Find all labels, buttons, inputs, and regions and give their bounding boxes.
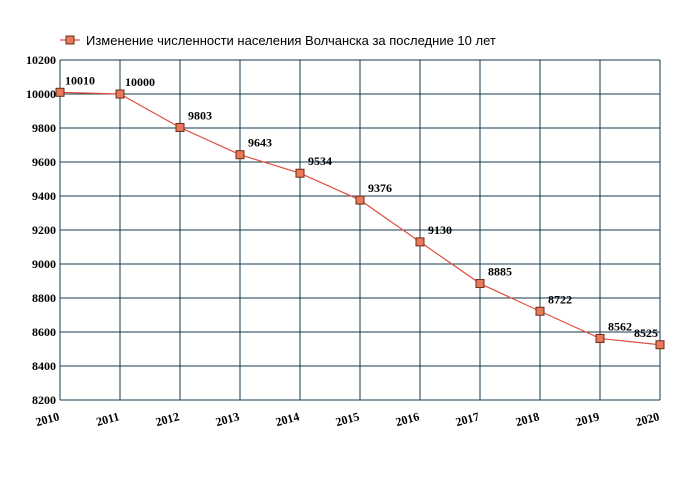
x-tick-label: 2017 xyxy=(454,409,481,429)
y-tick-label: 8400 xyxy=(32,359,56,373)
legend-marker xyxy=(65,35,75,45)
data-label: 10010 xyxy=(65,73,95,87)
data-point xyxy=(175,122,185,132)
x-tick-label: 2020 xyxy=(634,409,661,429)
y-tick-label: 8800 xyxy=(32,291,56,305)
data-point xyxy=(355,195,365,205)
data-point xyxy=(595,333,605,343)
y-axis-ticks: 8200 8400 8600 8800 9000 9200 9400 9600 9800 1000… xyxy=(26,53,56,407)
y-tick-label: 8600 xyxy=(32,325,56,339)
data-label: 9376 xyxy=(368,181,392,195)
data-label: 9643 xyxy=(248,136,272,150)
legend: Изменение численности населения Волчанск… xyxy=(60,33,496,48)
y-tick-label: 9400 xyxy=(32,189,56,203)
data-label: 9130 xyxy=(428,223,452,237)
y-tick-label: 10200 xyxy=(26,53,56,67)
data-label: 9803 xyxy=(188,108,212,122)
data-labels: 10010 10000 9803 9643 9534 9376 9130 8885 8722 85… xyxy=(65,73,658,339)
x-tick-label: 2012 xyxy=(154,409,181,429)
data-point xyxy=(55,87,65,97)
data-point xyxy=(115,89,125,99)
data-point xyxy=(415,237,425,247)
data-label: 9534 xyxy=(308,154,332,168)
y-tick-label: 9000 xyxy=(32,257,56,271)
data-point xyxy=(235,150,245,160)
data-point xyxy=(475,279,485,289)
x-tick-label: 2011 xyxy=(95,409,121,429)
y-tick-label: 9600 xyxy=(32,155,56,169)
y-tick-label: 8200 xyxy=(32,393,56,407)
x-tick-label: 2018 xyxy=(514,409,541,429)
legend-label: Изменение численности населения Волчанск… xyxy=(86,33,496,48)
data-label: 8885 xyxy=(488,265,512,279)
data-point xyxy=(535,306,545,316)
x-tick-label: 2014 xyxy=(274,409,301,429)
data-label: 8722 xyxy=(548,292,572,306)
x-tick-label: 2015 xyxy=(334,409,361,429)
y-tick-label: 9200 xyxy=(32,223,56,237)
x-axis-ticks: 2010 2011 2012 2013 2014 2015 2016 2017 2018 2019… xyxy=(34,409,661,429)
data-point xyxy=(295,168,305,178)
x-tick-label: 2019 xyxy=(574,409,601,429)
x-tick-label: 2013 xyxy=(214,409,241,429)
y-tick-label: 10000 xyxy=(26,87,56,101)
data-label: 8525 xyxy=(634,326,658,340)
data-point xyxy=(655,340,665,350)
x-tick-label: 2010 xyxy=(34,409,61,429)
x-tick-label: 2016 xyxy=(394,409,421,429)
series-markers xyxy=(55,87,665,350)
data-label: 10000 xyxy=(125,75,155,89)
y-tick-label: 9800 xyxy=(32,121,56,135)
data-label: 8562 xyxy=(608,319,632,333)
